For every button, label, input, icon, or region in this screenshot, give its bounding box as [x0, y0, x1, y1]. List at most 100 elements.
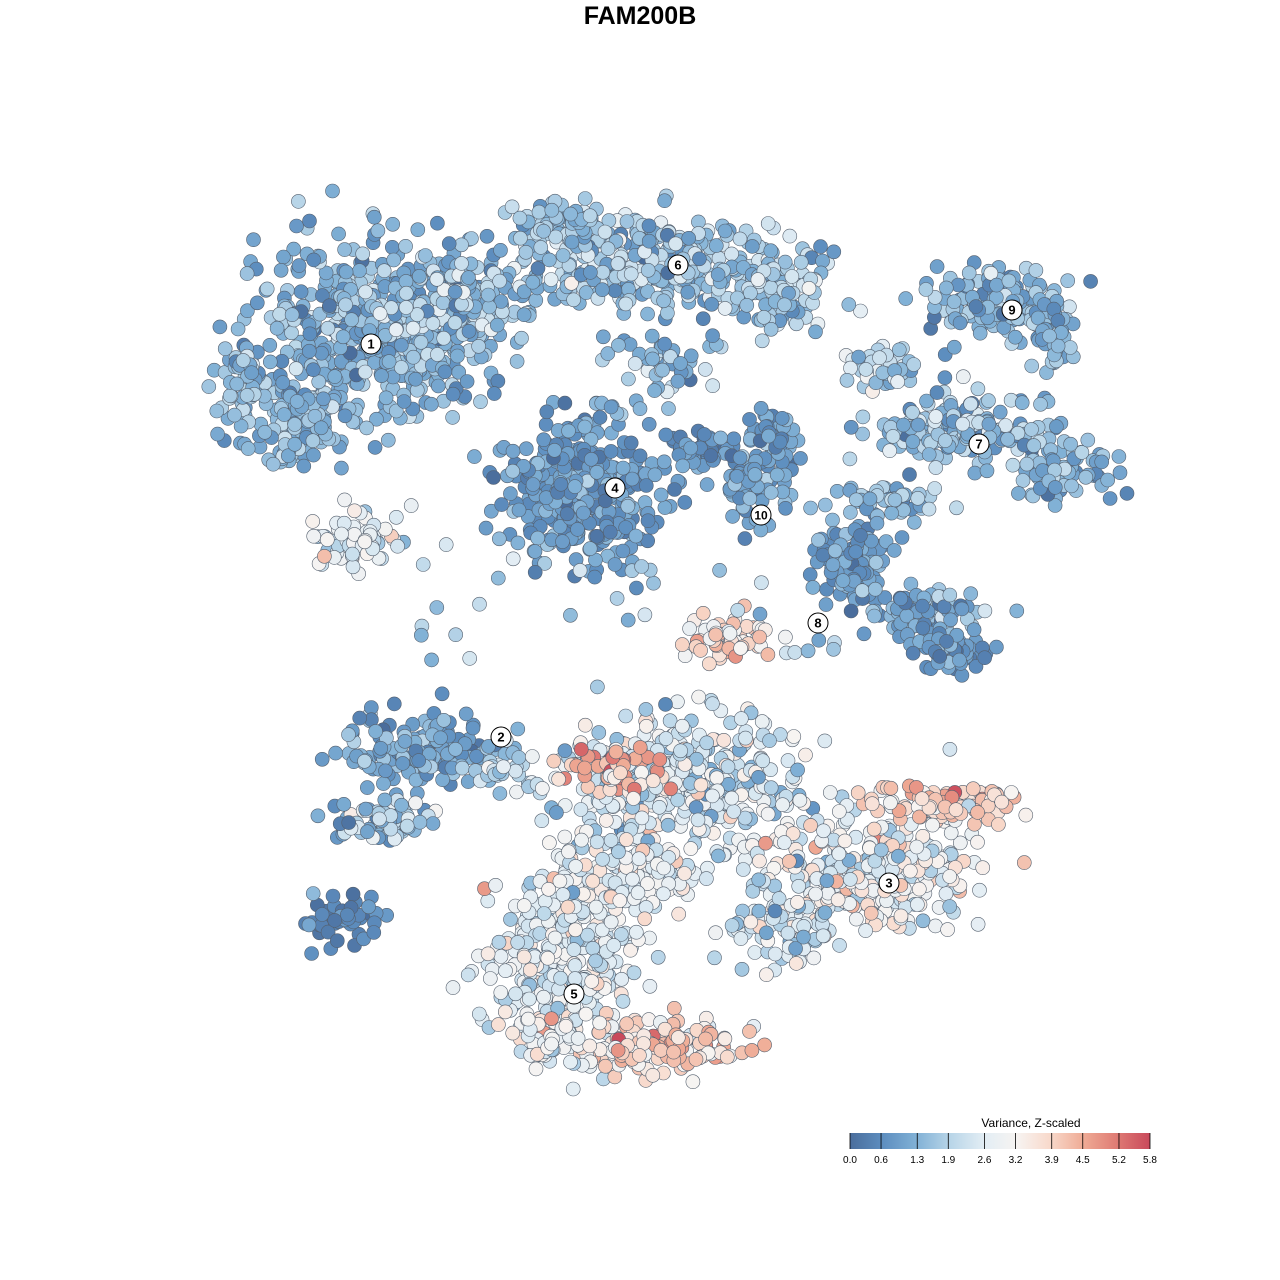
data-point	[902, 863, 918, 879]
data-point	[436, 712, 452, 728]
data-point	[510, 535, 526, 551]
data-point	[634, 765, 649, 780]
data-point	[385, 217, 401, 232]
data-point	[843, 505, 858, 520]
data-point	[656, 293, 671, 309]
data-point	[970, 805, 985, 820]
data-point	[437, 364, 453, 380]
data-point	[585, 873, 601, 889]
data-point	[609, 591, 625, 606]
data-point	[788, 956, 804, 971]
data-point	[591, 725, 607, 740]
data-point	[544, 202, 560, 218]
data-point	[802, 567, 818, 582]
data-point	[587, 569, 603, 585]
data-point	[577, 717, 593, 733]
data-point	[645, 351, 660, 367]
data-point	[480, 946, 496, 962]
data-point	[629, 580, 644, 596]
data-point	[855, 409, 871, 425]
data-point	[932, 649, 948, 664]
data-point	[331, 226, 346, 242]
data-point	[542, 835, 557, 851]
data-point	[902, 467, 917, 482]
data-point	[989, 639, 1004, 655]
data-point	[376, 263, 392, 279]
data-point	[634, 559, 649, 574]
data-point	[614, 971, 629, 987]
data-point	[977, 603, 993, 619]
data-point	[306, 447, 321, 463]
data-point	[1018, 807, 1034, 823]
data-point	[641, 218, 657, 234]
data-point	[536, 223, 551, 239]
data-point	[972, 325, 988, 341]
data-point	[788, 941, 803, 956]
data-point	[716, 732, 732, 748]
data-point	[525, 274, 541, 290]
data-point	[735, 862, 751, 877]
data-point	[663, 781, 679, 797]
data-point	[891, 342, 907, 358]
data-point	[1001, 273, 1017, 289]
data-point	[608, 744, 624, 760]
data-point	[1026, 438, 1042, 453]
data-point	[532, 926, 548, 941]
data-point	[991, 817, 1006, 832]
data-point	[397, 733, 413, 749]
data-point	[811, 532, 826, 548]
data-point	[430, 347, 445, 362]
data-point	[567, 971, 583, 986]
data-point	[625, 871, 640, 887]
data-point	[729, 469, 745, 484]
data-point	[967, 465, 983, 481]
data-point	[780, 925, 796, 941]
cluster-label-9: 9	[1001, 299, 1023, 321]
data-point	[518, 245, 534, 260]
data-point	[359, 420, 374, 436]
data-point	[882, 443, 898, 459]
data-point	[968, 299, 984, 314]
data-point	[479, 229, 495, 244]
data-point	[759, 967, 774, 983]
cluster-label-1: 1	[360, 333, 382, 355]
data-point	[611, 844, 626, 860]
data-point	[527, 544, 543, 559]
data-point	[505, 443, 521, 459]
data-point	[885, 429, 901, 444]
data-point	[1102, 491, 1118, 506]
data-point	[399, 818, 415, 834]
data-point	[603, 444, 619, 459]
data-point	[805, 580, 821, 595]
data-point	[623, 435, 639, 451]
data-point	[910, 417, 926, 433]
data-point	[621, 371, 636, 387]
data-point	[339, 907, 355, 923]
data-point	[257, 424, 273, 440]
legend-tick-label: 0.6	[874, 1155, 888, 1166]
data-point	[1017, 855, 1032, 870]
data-point	[429, 271, 445, 287]
data-point	[632, 448, 648, 464]
data-point	[627, 356, 643, 371]
data-point	[582, 541, 598, 556]
data-point	[675, 458, 691, 474]
data-point	[1009, 603, 1025, 619]
data-point	[359, 780, 375, 795]
data-point	[803, 818, 818, 833]
data-point	[661, 401, 676, 416]
data-point	[693, 777, 709, 793]
data-point	[817, 733, 833, 749]
data-point	[634, 810, 650, 826]
data-point	[306, 252, 322, 268]
data-point	[288, 361, 304, 377]
data-point	[854, 583, 870, 599]
data-point	[564, 234, 580, 250]
data-point	[344, 312, 359, 328]
data-point	[800, 643, 816, 659]
data-point	[555, 887, 571, 902]
data-point	[705, 328, 720, 344]
data-point	[887, 492, 903, 508]
data-point	[411, 268, 427, 284]
data-point	[513, 230, 528, 246]
